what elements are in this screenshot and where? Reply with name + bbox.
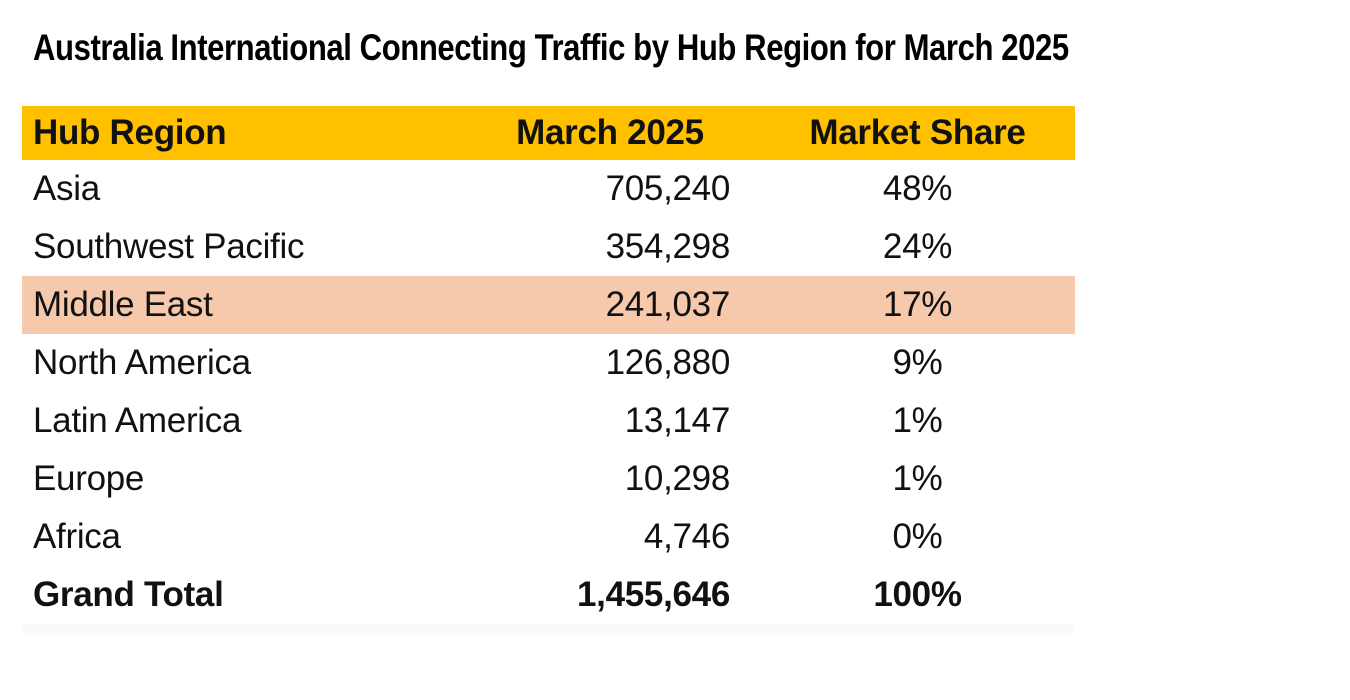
traffic-table: Hub Region March 2025 Market Share Asia … [22,106,1075,624]
cell-value[interactable]: 10,298 [624,459,731,498]
cell-value[interactable]: 705,240 [605,169,731,208]
cell-share[interactable]: 24% [882,227,953,266]
cell-region[interactable]: Asia [33,169,100,208]
grand-total-row: Grand Total 1,455,646 100% [22,566,1075,624]
cell-region[interactable]: Africa [33,517,121,556]
column-header-hub-region[interactable]: Hub Region [33,113,227,152]
cell-value[interactable]: 1,455,646 [576,575,730,614]
cell-value[interactable]: 241,037 [605,285,731,324]
cell-value[interactable]: 4,746 [643,517,730,556]
cell-value[interactable]: 13,147 [624,401,731,440]
cell-share[interactable]: 1% [892,401,943,440]
cell-share[interactable]: 9% [892,343,943,382]
page-title: Australia International Connecting Traff… [33,27,1069,68]
cell-region[interactable]: Southwest Pacific [33,227,305,266]
table-row: North America 126,880 9% [22,334,1075,392]
cell-share[interactable]: 0% [892,517,943,556]
cell-share[interactable]: 100% [873,575,962,614]
table-row: Africa 4,746 0% [22,508,1075,566]
table-row: Asia 705,240 48% [22,160,1075,218]
column-header-march-2025[interactable]: March 2025 [516,113,704,152]
cell-share[interactable]: 17% [882,285,953,324]
cell-region[interactable]: Grand Total [33,575,224,614]
cell-value[interactable]: 354,298 [605,227,731,266]
table-row: Latin America 13,147 1% [22,392,1075,450]
table-body: Asia 705,240 48% Southwest Pacific 354,2… [22,160,1075,566]
cell-share[interactable]: 1% [892,459,943,498]
cell-share[interactable]: 48% [882,169,953,208]
cell-region[interactable]: Latin America [33,401,242,440]
table-row: Europe 10,298 1% [22,450,1075,508]
column-header-market-share[interactable]: Market Share [809,113,1026,152]
cell-value[interactable]: 126,880 [605,343,731,382]
cell-region[interactable]: North America [33,343,251,382]
cell-region[interactable]: Middle East [33,285,213,324]
table-row: Middle East 241,037 17% [22,276,1075,334]
cell-region[interactable]: Europe [33,459,145,498]
table-footer-strip [22,624,1075,633]
table-row: Southwest Pacific 354,298 24% [22,218,1075,276]
table-header-row: Hub Region March 2025 Market Share [22,106,1075,160]
